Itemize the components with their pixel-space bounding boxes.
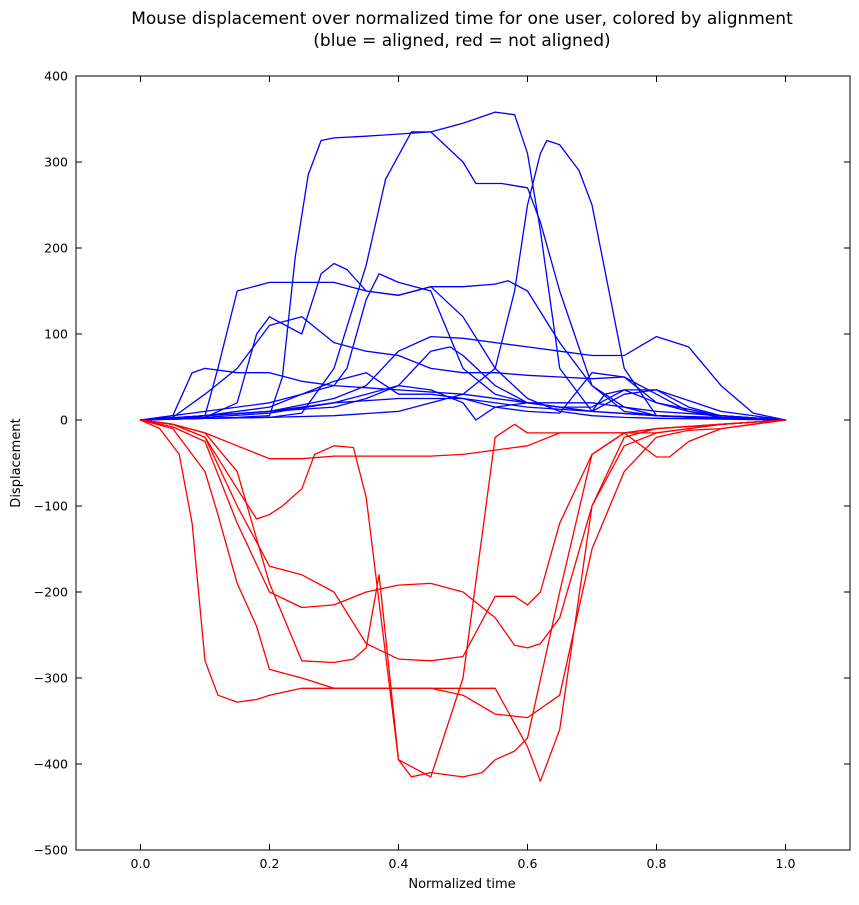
aligned-line-12 (139, 397, 787, 421)
aligned-line-4 (139, 262, 787, 421)
y-tick-label: 0 (60, 413, 68, 428)
y-axis-label: Displacement (9, 418, 24, 507)
not-aligned-line-14 (139, 419, 787, 782)
x-axis: 0.0 0.2 0.4 0.6 0.8 1.0 (131, 76, 796, 871)
y-axis: −500 −400 −300 −200 −100 0 100 200 300 400 (34, 69, 850, 858)
y-tick-label: 300 (44, 155, 68, 170)
not-aligned-line-19 (139, 419, 787, 649)
x-tick-label: 0.2 (260, 856, 280, 871)
y-tick-label: −300 (34, 671, 68, 686)
aligned-line-2 (139, 139, 787, 421)
y-tick-label: 200 (44, 241, 68, 256)
aligned-line-3 (139, 280, 787, 421)
x-tick-label: 1.0 (776, 856, 796, 871)
aligned-line-6 (139, 367, 787, 421)
x-axis-label: Normalized time (408, 877, 515, 892)
not-aligned-line-18 (139, 419, 787, 662)
y-tick-label: 100 (44, 327, 68, 342)
not-aligned-line-15 (139, 419, 787, 778)
y-tick-label: −500 (34, 843, 68, 858)
not-aligned-line-17 (139, 419, 787, 460)
x-tick-label: 0.6 (518, 856, 538, 871)
chart-title: Mouse displacement over normalized time … (131, 9, 793, 29)
y-tick-label: −400 (34, 757, 68, 772)
x-tick-label: 0.8 (647, 856, 667, 871)
y-tick-label: −200 (34, 585, 68, 600)
x-tick-label: 0.0 (131, 856, 151, 871)
not-aligned-line-13 (139, 419, 787, 719)
aligned-line-8 (139, 335, 787, 421)
aligned-line-1 (139, 111, 787, 421)
plot-series (139, 111, 787, 782)
plot-frame (75, 75, 851, 851)
y-tick-label: −100 (34, 499, 68, 514)
aligned-line-7 (139, 316, 787, 421)
chart-subtitle: (blue = aligned, red = not aligned) (313, 31, 610, 51)
aligned-line-9 (139, 346, 787, 421)
x-tick-label: 0.4 (389, 856, 409, 871)
aligned-line-0 (139, 131, 787, 421)
aligned-line-11 (139, 384, 787, 421)
aligned-line-5 (139, 273, 787, 421)
y-tick-label: 400 (44, 69, 68, 84)
aligned-line-10 (139, 372, 787, 421)
